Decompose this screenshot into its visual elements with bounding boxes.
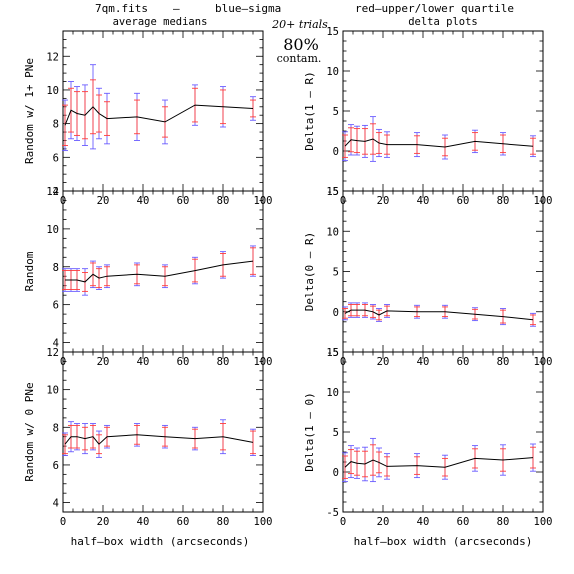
- x-tick-label: 40: [417, 356, 430, 368]
- y-axis-label: Delta(0 – R): [303, 232, 316, 311]
- x-tick-label: 60: [177, 516, 190, 528]
- y-tick-label: 8: [53, 119, 59, 131]
- percent-annotation: 80%: [283, 35, 319, 54]
- y-tick-label: 5: [333, 427, 339, 439]
- y-tick-label: 0: [333, 307, 339, 319]
- y-tick-label: 12: [46, 186, 59, 198]
- y-tick-label: 10: [46, 224, 59, 236]
- right-column-title: delta plots: [408, 16, 478, 28]
- x-tick-label: 20: [377, 195, 390, 207]
- panel-left-bottom: 0 20 40 60 80 100 4 6 8 10 12 Random w/ 0 PNe: [23, 347, 272, 528]
- y-tick-label: 10: [46, 385, 59, 397]
- x-tick-label: 80: [497, 195, 510, 207]
- x-tick-label: 100: [534, 516, 553, 528]
- header-dash: –: [173, 2, 180, 15]
- x-tick-label: 80: [217, 356, 230, 368]
- trials-annotation: 20+ trials: [271, 18, 328, 31]
- x-tick-label: 40: [417, 516, 430, 528]
- y-tick-label: 6: [53, 300, 59, 312]
- contam-annotation: contam.: [277, 52, 322, 65]
- y-tick-label: 15: [326, 26, 339, 38]
- y-tick-label: 8: [53, 422, 59, 434]
- x-tick-label: 60: [177, 356, 190, 368]
- y-tick-label: 8: [53, 262, 59, 274]
- x-tick-label: 0: [60, 516, 66, 528]
- y-axis-label: Delta(1 – R): [303, 71, 316, 150]
- legend-red-quartile: red–upper/lower quartile: [355, 2, 514, 15]
- axes-frame: [342, 190, 544, 353]
- y-tick-label: 12: [46, 347, 59, 359]
- y-axis-label: Delta(1 – 0): [303, 392, 316, 471]
- y-tick-label: 10: [326, 226, 339, 238]
- y-tick-label: 5: [333, 267, 339, 279]
- right-x-axis-label: half–box width (arcseconds): [354, 535, 533, 548]
- y-axis-label: Random w/ 0 PNe: [23, 382, 36, 481]
- median-line: [64, 434, 254, 445]
- y-tick-label: 6: [53, 460, 59, 472]
- x-tick-label: 80: [497, 516, 510, 528]
- y-tick-label: 6: [53, 152, 59, 164]
- median-line: [344, 309, 534, 321]
- legend-blue-sigma: blue–sigma: [215, 2, 281, 15]
- y-tick-label: -5: [326, 347, 339, 359]
- y-tick-label: 15: [326, 347, 339, 359]
- x-tick-label: 60: [457, 195, 470, 207]
- y-tick-label: -5: [326, 186, 339, 198]
- y-tick-label: 10: [326, 387, 339, 399]
- x-tick-label: 80: [217, 516, 230, 528]
- x-tick-label: 60: [457, 516, 470, 528]
- x-tick-label: 40: [137, 516, 150, 528]
- x-tick-label: 40: [137, 195, 150, 207]
- median-line: [344, 457, 534, 468]
- x-tick-label: 20: [97, 516, 110, 528]
- axes-frame: [342, 30, 544, 192]
- left-column-title: average medians: [113, 16, 208, 28]
- filename-label: 7qm.fits: [95, 2, 148, 15]
- y-tick-label: 4: [53, 186, 59, 198]
- x-tick-label: 20: [97, 195, 110, 207]
- y-tick-label: 4: [53, 338, 59, 350]
- x-tick-label: 0: [340, 516, 346, 528]
- left-x-axis-label: half–box width (arcseconds): [71, 535, 250, 548]
- x-tick-label: 20: [377, 516, 390, 528]
- y-tick-label: -5: [326, 507, 339, 519]
- y-axis-label: Random w/ 1+ PNe: [23, 58, 36, 164]
- x-tick-label: 40: [417, 195, 430, 207]
- y-tick-label: 5: [333, 106, 339, 118]
- y-tick-label: 15: [326, 186, 339, 198]
- axes-frame: [342, 351, 544, 513]
- x-tick-label: 20: [97, 356, 110, 368]
- x-tick-label: 60: [177, 195, 190, 207]
- y-tick-label: 10: [326, 66, 339, 78]
- x-tick-label: 60: [457, 356, 470, 368]
- y-tick-label: 4: [53, 498, 59, 510]
- median-line: [344, 138, 534, 148]
- x-tick-label: 20: [377, 356, 390, 368]
- y-tick-label: 12: [46, 51, 59, 63]
- y-axis-label: Random: [23, 251, 36, 291]
- median-line: [65, 260, 254, 283]
- y-tick-label: 10: [46, 85, 59, 97]
- median-line: [64, 104, 254, 126]
- x-tick-label: 80: [497, 356, 510, 368]
- x-tick-label: 80: [217, 195, 230, 207]
- y-tick-label: 0: [333, 467, 339, 479]
- x-tick-label: 40: [137, 356, 150, 368]
- y-tick-label: 0: [333, 146, 339, 158]
- x-tick-label: 100: [254, 516, 273, 528]
